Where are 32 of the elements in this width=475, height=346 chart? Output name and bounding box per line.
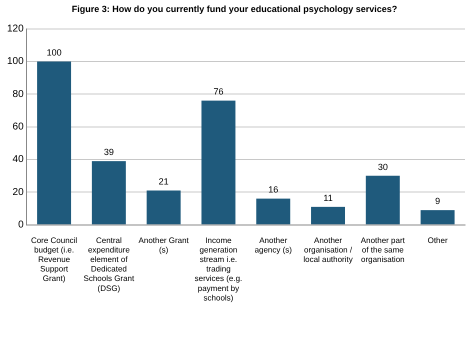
x-tick-label: Other [428, 236, 448, 245]
x-tick-label: Income generation stream i.e. trading services (e.g. payment by schools) [194, 236, 242, 302]
data-label: 11 [323, 192, 333, 203]
x-tick-label: Another Grant (s) [138, 236, 190, 254]
x-tick-label: Another agency (s) [254, 236, 292, 254]
y-tick-label: 60 [12, 122, 24, 133]
data-label: 21 [158, 176, 169, 186]
data-label: 9 [435, 196, 440, 206]
data-label: 76 [213, 86, 224, 97]
x-tick-label: Another part of the same organisation [360, 236, 406, 264]
data-label: 39 [104, 147, 114, 158]
chart-title: Figure 3: How do you currently fund your educational psychology services? [72, 4, 398, 14]
y-tick-label: 40 [12, 154, 24, 166]
bar [37, 61, 72, 224]
bar [146, 190, 181, 224]
bar [311, 206, 346, 224]
x-tick-label: Central expenditure element of Dedicated Schools Grant (DSG) [84, 236, 135, 293]
bar [366, 176, 400, 224]
x-tick-label: Another organisation / local authority [303, 236, 353, 264]
x-tick-label: Core Council budget (i.e. Revenue Support Grant) [30, 236, 78, 284]
y-tick-label: 100 [6, 56, 24, 68]
y-tick-label: 120 [6, 24, 24, 35]
data-label: 16 [268, 184, 278, 195]
bar [420, 210, 455, 224]
y-tick-label: 0 [18, 220, 24, 231]
data-label: 100 [46, 47, 62, 58]
y-tick-label: 20 [12, 186, 24, 198]
y-tick-label: 80 [12, 88, 24, 100]
bar [92, 161, 126, 224]
bar [256, 198, 290, 224]
data-label: 30 [378, 162, 388, 172]
bar [201, 100, 236, 224]
